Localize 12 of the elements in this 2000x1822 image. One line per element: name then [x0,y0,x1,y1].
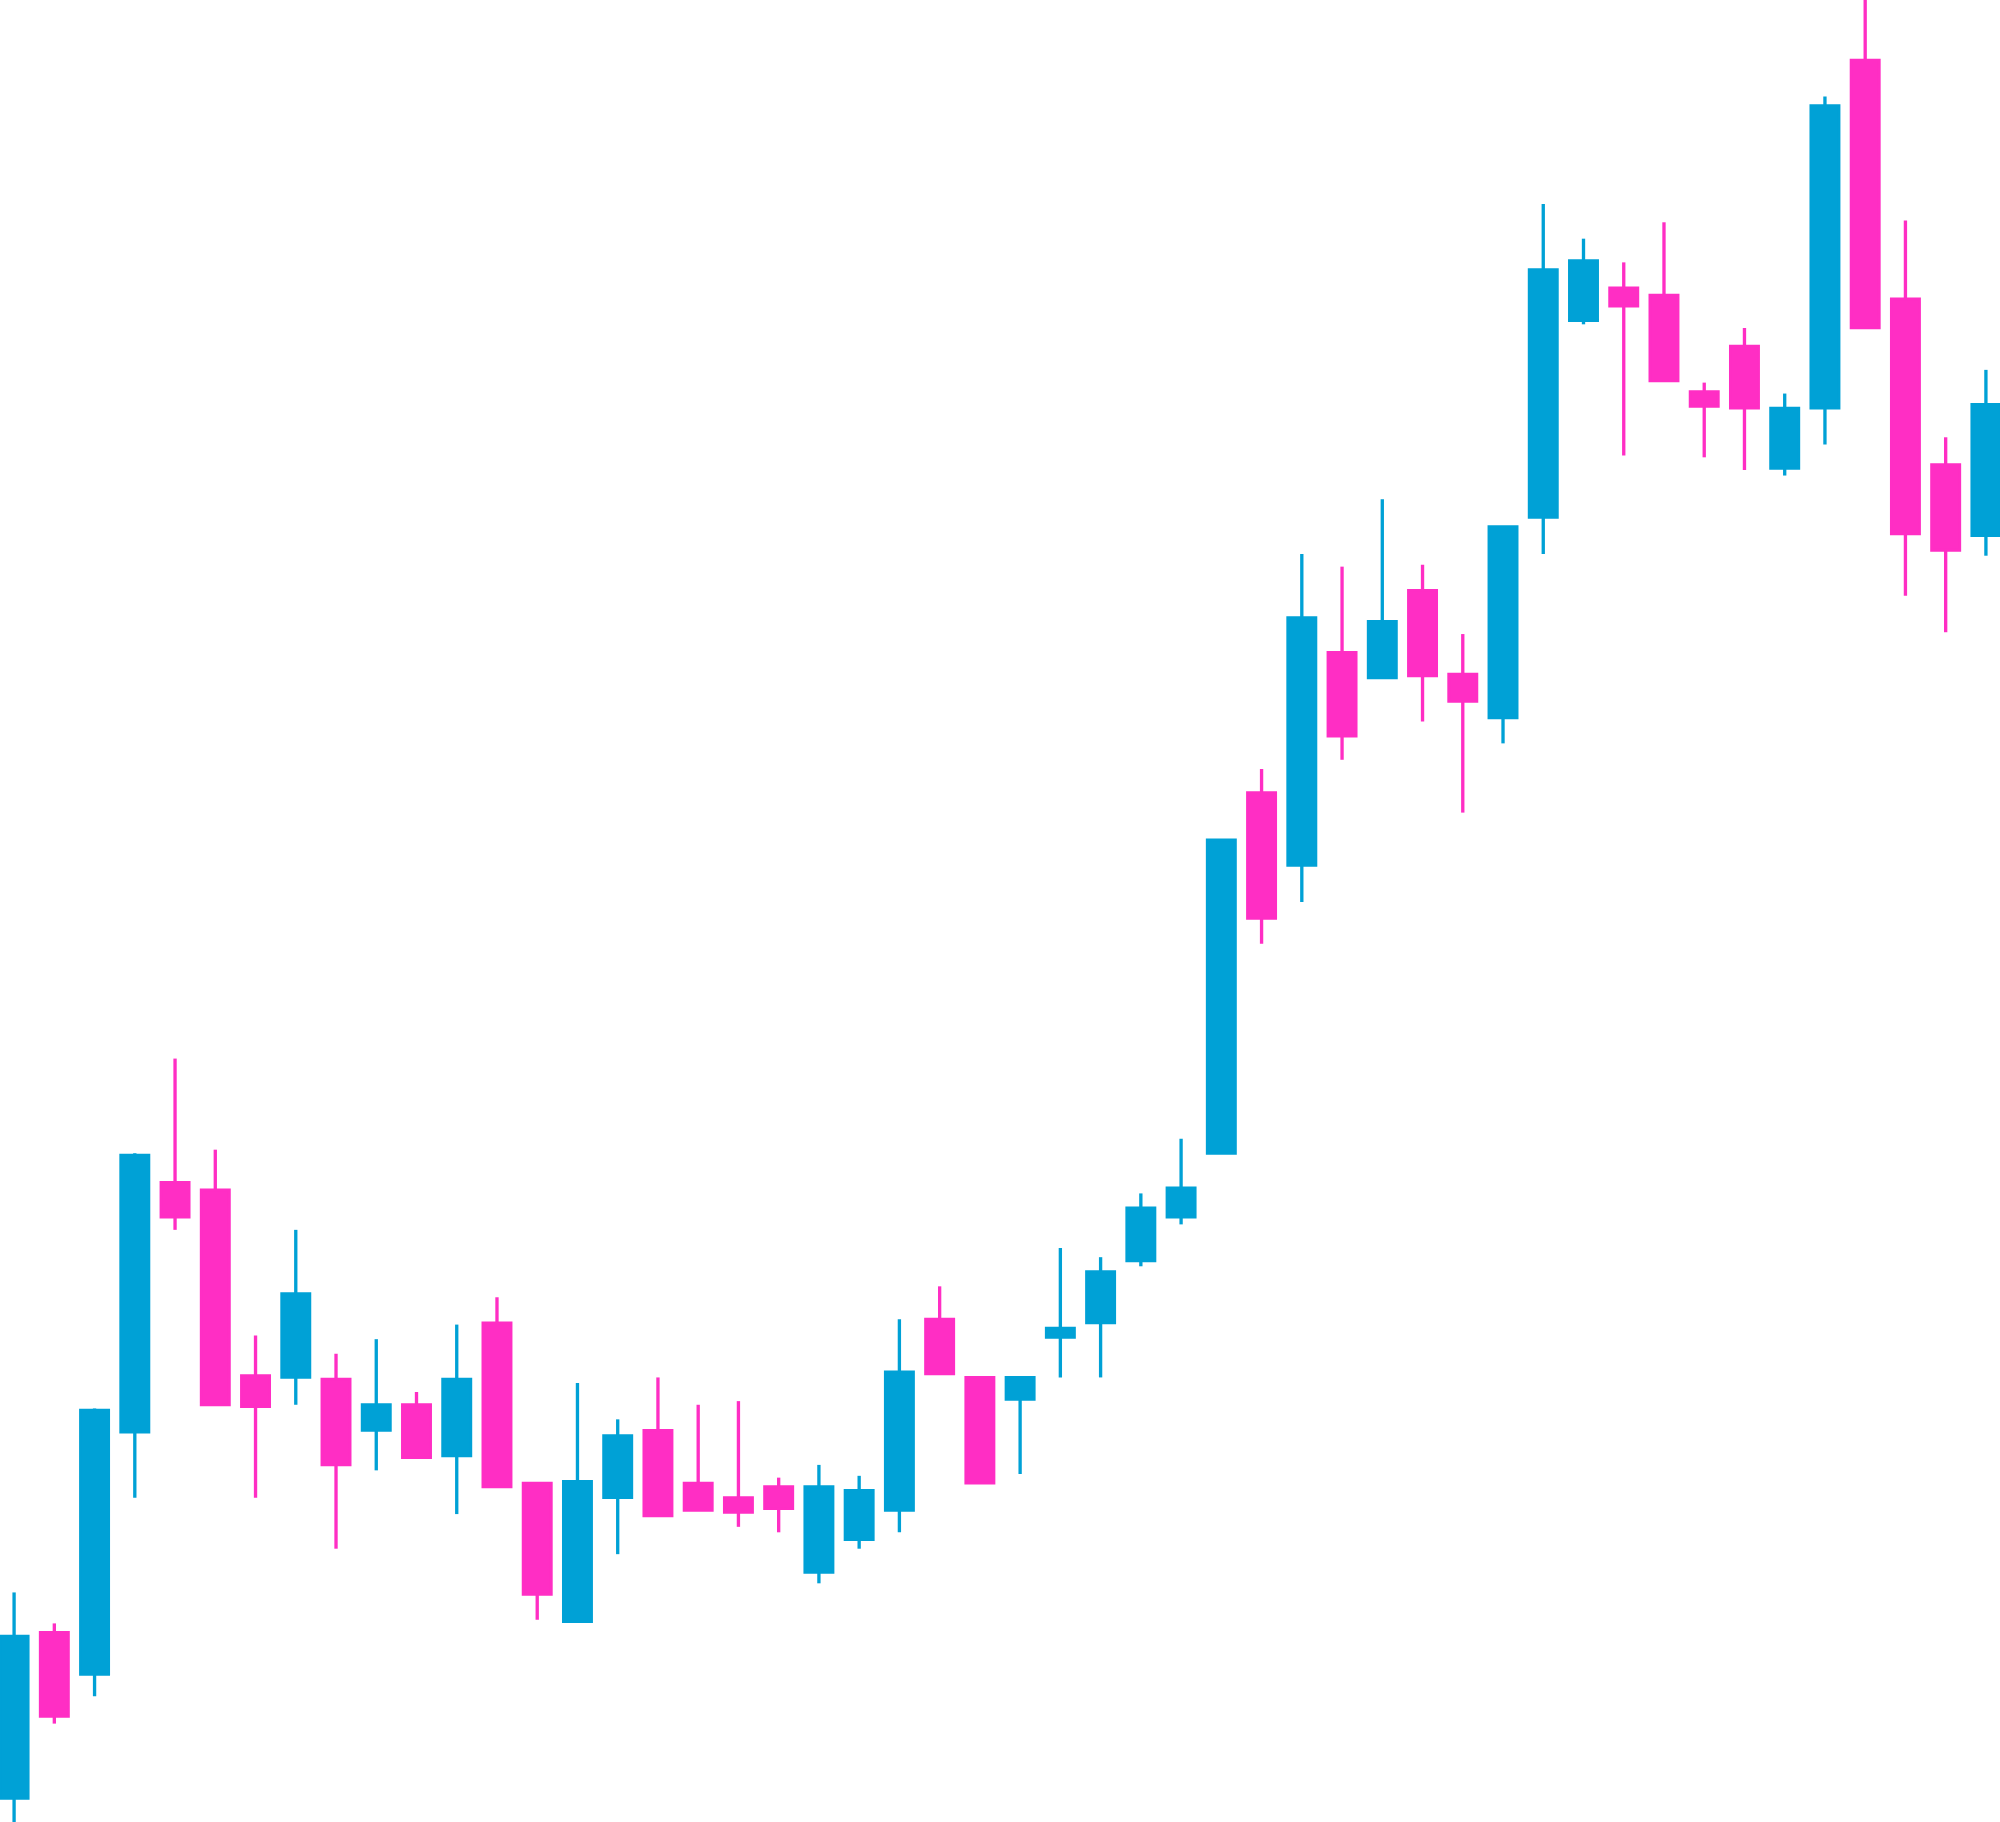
candlestick [1608,260,1640,458]
candlestick [159,1056,191,1232]
candlestick [1044,1246,1076,1380]
candlestick [763,1475,795,1534]
candlestick [1447,632,1479,815]
candlestick [722,1399,754,1529]
candlestick [1688,380,1720,459]
candlestick [240,1333,272,1500]
candlestick [682,1403,714,1513]
candlestick [1004,1375,1036,1476]
candlestick [1165,1137,1197,1227]
candlestick [360,1337,392,1473]
